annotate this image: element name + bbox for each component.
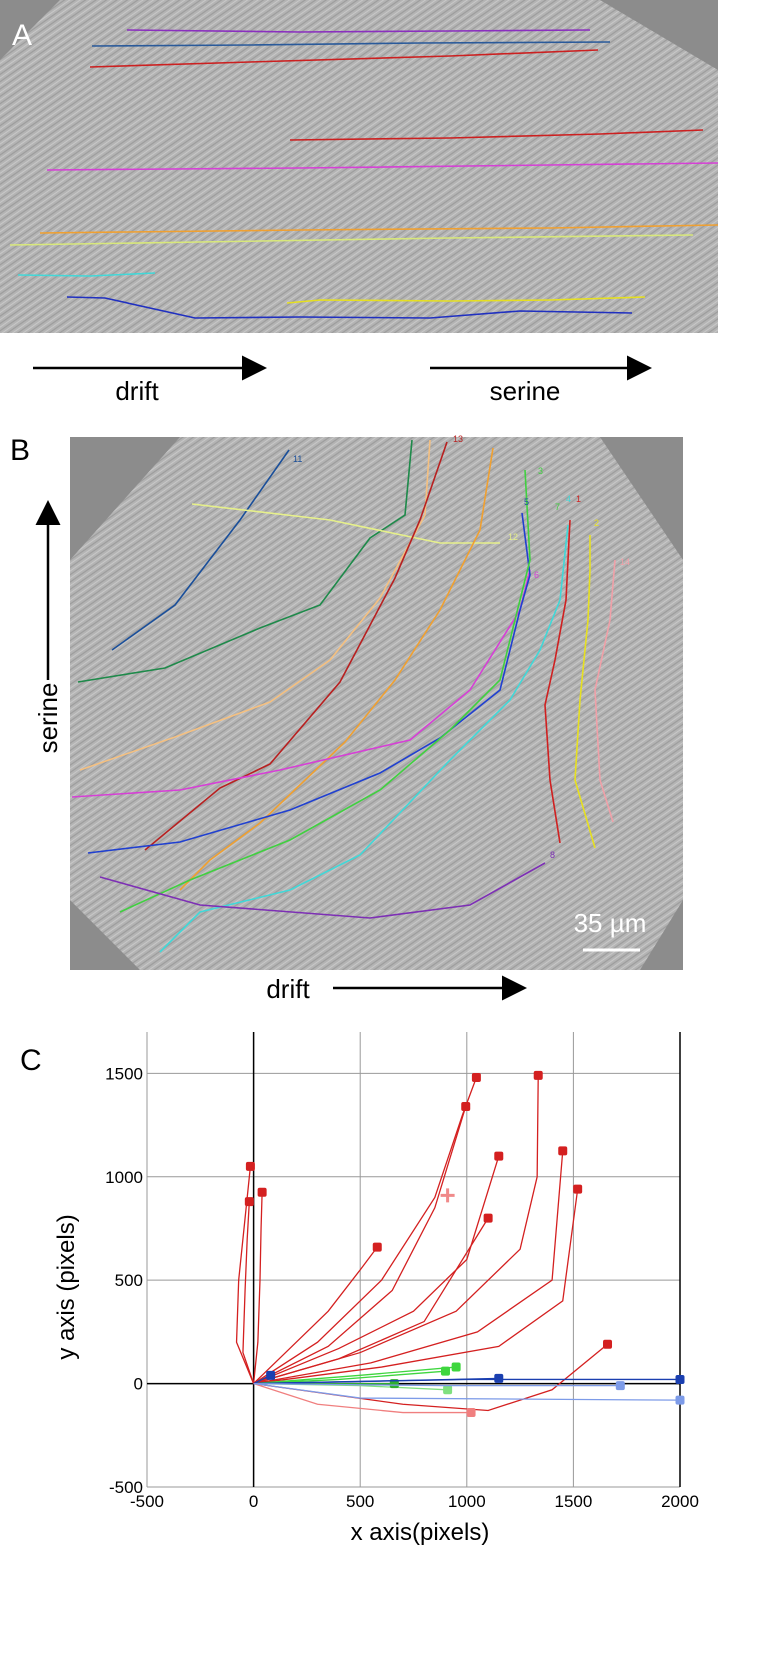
trajectory (253, 1377, 499, 1385)
track-label: 2 (594, 518, 599, 528)
x-tick-label: -500 (130, 1492, 164, 1511)
panel-label: B (10, 434, 30, 467)
trajectory (252, 1192, 263, 1384)
panel-label: C (20, 1044, 42, 1077)
end-marker (494, 1151, 504, 1161)
end-marker (440, 1366, 450, 1376)
trajectory (253, 1382, 472, 1414)
end-marker (443, 1385, 453, 1395)
track-label: 11 (293, 454, 302, 464)
trajectory (253, 1077, 478, 1385)
trajectory (242, 1201, 255, 1384)
trajectory (253, 1106, 467, 1385)
end-marker (573, 1184, 583, 1194)
end-marker (471, 1073, 481, 1082)
track-label: 14 (620, 557, 630, 567)
x-tick-label: 1000 (448, 1492, 486, 1511)
y-tick-label: 1000 (105, 1168, 143, 1187)
trajectory (253, 1155, 500, 1385)
end-marker (675, 1374, 685, 1384)
arrow-label: drift (115, 376, 159, 406)
point-marker (440, 1188, 455, 1203)
trajectory (253, 1382, 621, 1387)
trajectory (253, 1189, 579, 1385)
track-label: 7 (555, 502, 560, 512)
track-label: 4 (566, 494, 571, 504)
end-marker (558, 1146, 568, 1156)
x-tick-label: 0 (249, 1492, 258, 1511)
trajectory (253, 1366, 457, 1385)
panel-a-image (0, 0, 719, 333)
axis-arrow-label: serine (33, 683, 63, 754)
y-tick-label: 500 (115, 1271, 143, 1290)
track-label: 3 (538, 466, 543, 476)
track-label: 5 (524, 497, 529, 507)
x-axis-label: x axis(pixels) (351, 1519, 490, 1546)
end-marker (603, 1339, 613, 1349)
y-axis-label: y axis (pixels) (53, 1214, 80, 1359)
track-label: 1 (576, 494, 581, 504)
trajectory (253, 1382, 681, 1401)
trajectory (253, 1217, 489, 1385)
trajectory (253, 1075, 539, 1385)
scale-bar-label: 35 µm (574, 908, 647, 938)
arrow-label: serine (490, 376, 561, 406)
end-marker (451, 1362, 461, 1372)
end-marker (257, 1187, 267, 1197)
x-tick-label: 2000 (661, 1492, 699, 1511)
end-marker (245, 1161, 255, 1171)
end-marker (533, 1070, 543, 1080)
end-marker (266, 1370, 276, 1380)
y-tick-label: -500 (109, 1478, 143, 1497)
panel-b-image: 11 13 3 5 4 1 2 14 12 6 7 8 (70, 434, 683, 970)
plot: -500 0 500 1000 1500 -500 0 500 1000 1500 2000 (105, 1032, 699, 1511)
end-marker (675, 1395, 685, 1405)
track-label: 6 (534, 570, 539, 580)
trajectory (253, 1370, 446, 1385)
axis-arrow-label: drift (266, 974, 310, 1004)
trajectory (253, 1150, 564, 1385)
end-marker (372, 1242, 382, 1252)
end-marker (483, 1213, 493, 1223)
panel-label: A (12, 19, 32, 52)
y-tick-label: 1500 (105, 1064, 143, 1083)
track-label: 12 (508, 532, 518, 542)
end-marker (244, 1197, 254, 1207)
end-marker (494, 1373, 504, 1383)
track-label: 8 (550, 850, 555, 860)
trajectory (253, 1246, 378, 1385)
end-marker (615, 1381, 625, 1391)
x-tick-label: 500 (346, 1492, 374, 1511)
end-marker (461, 1101, 471, 1111)
end-marker (466, 1408, 476, 1418)
track-label: 13 (453, 434, 463, 444)
x-tick-label: 1500 (554, 1492, 592, 1511)
y-tick-label: 0 (134, 1375, 143, 1394)
